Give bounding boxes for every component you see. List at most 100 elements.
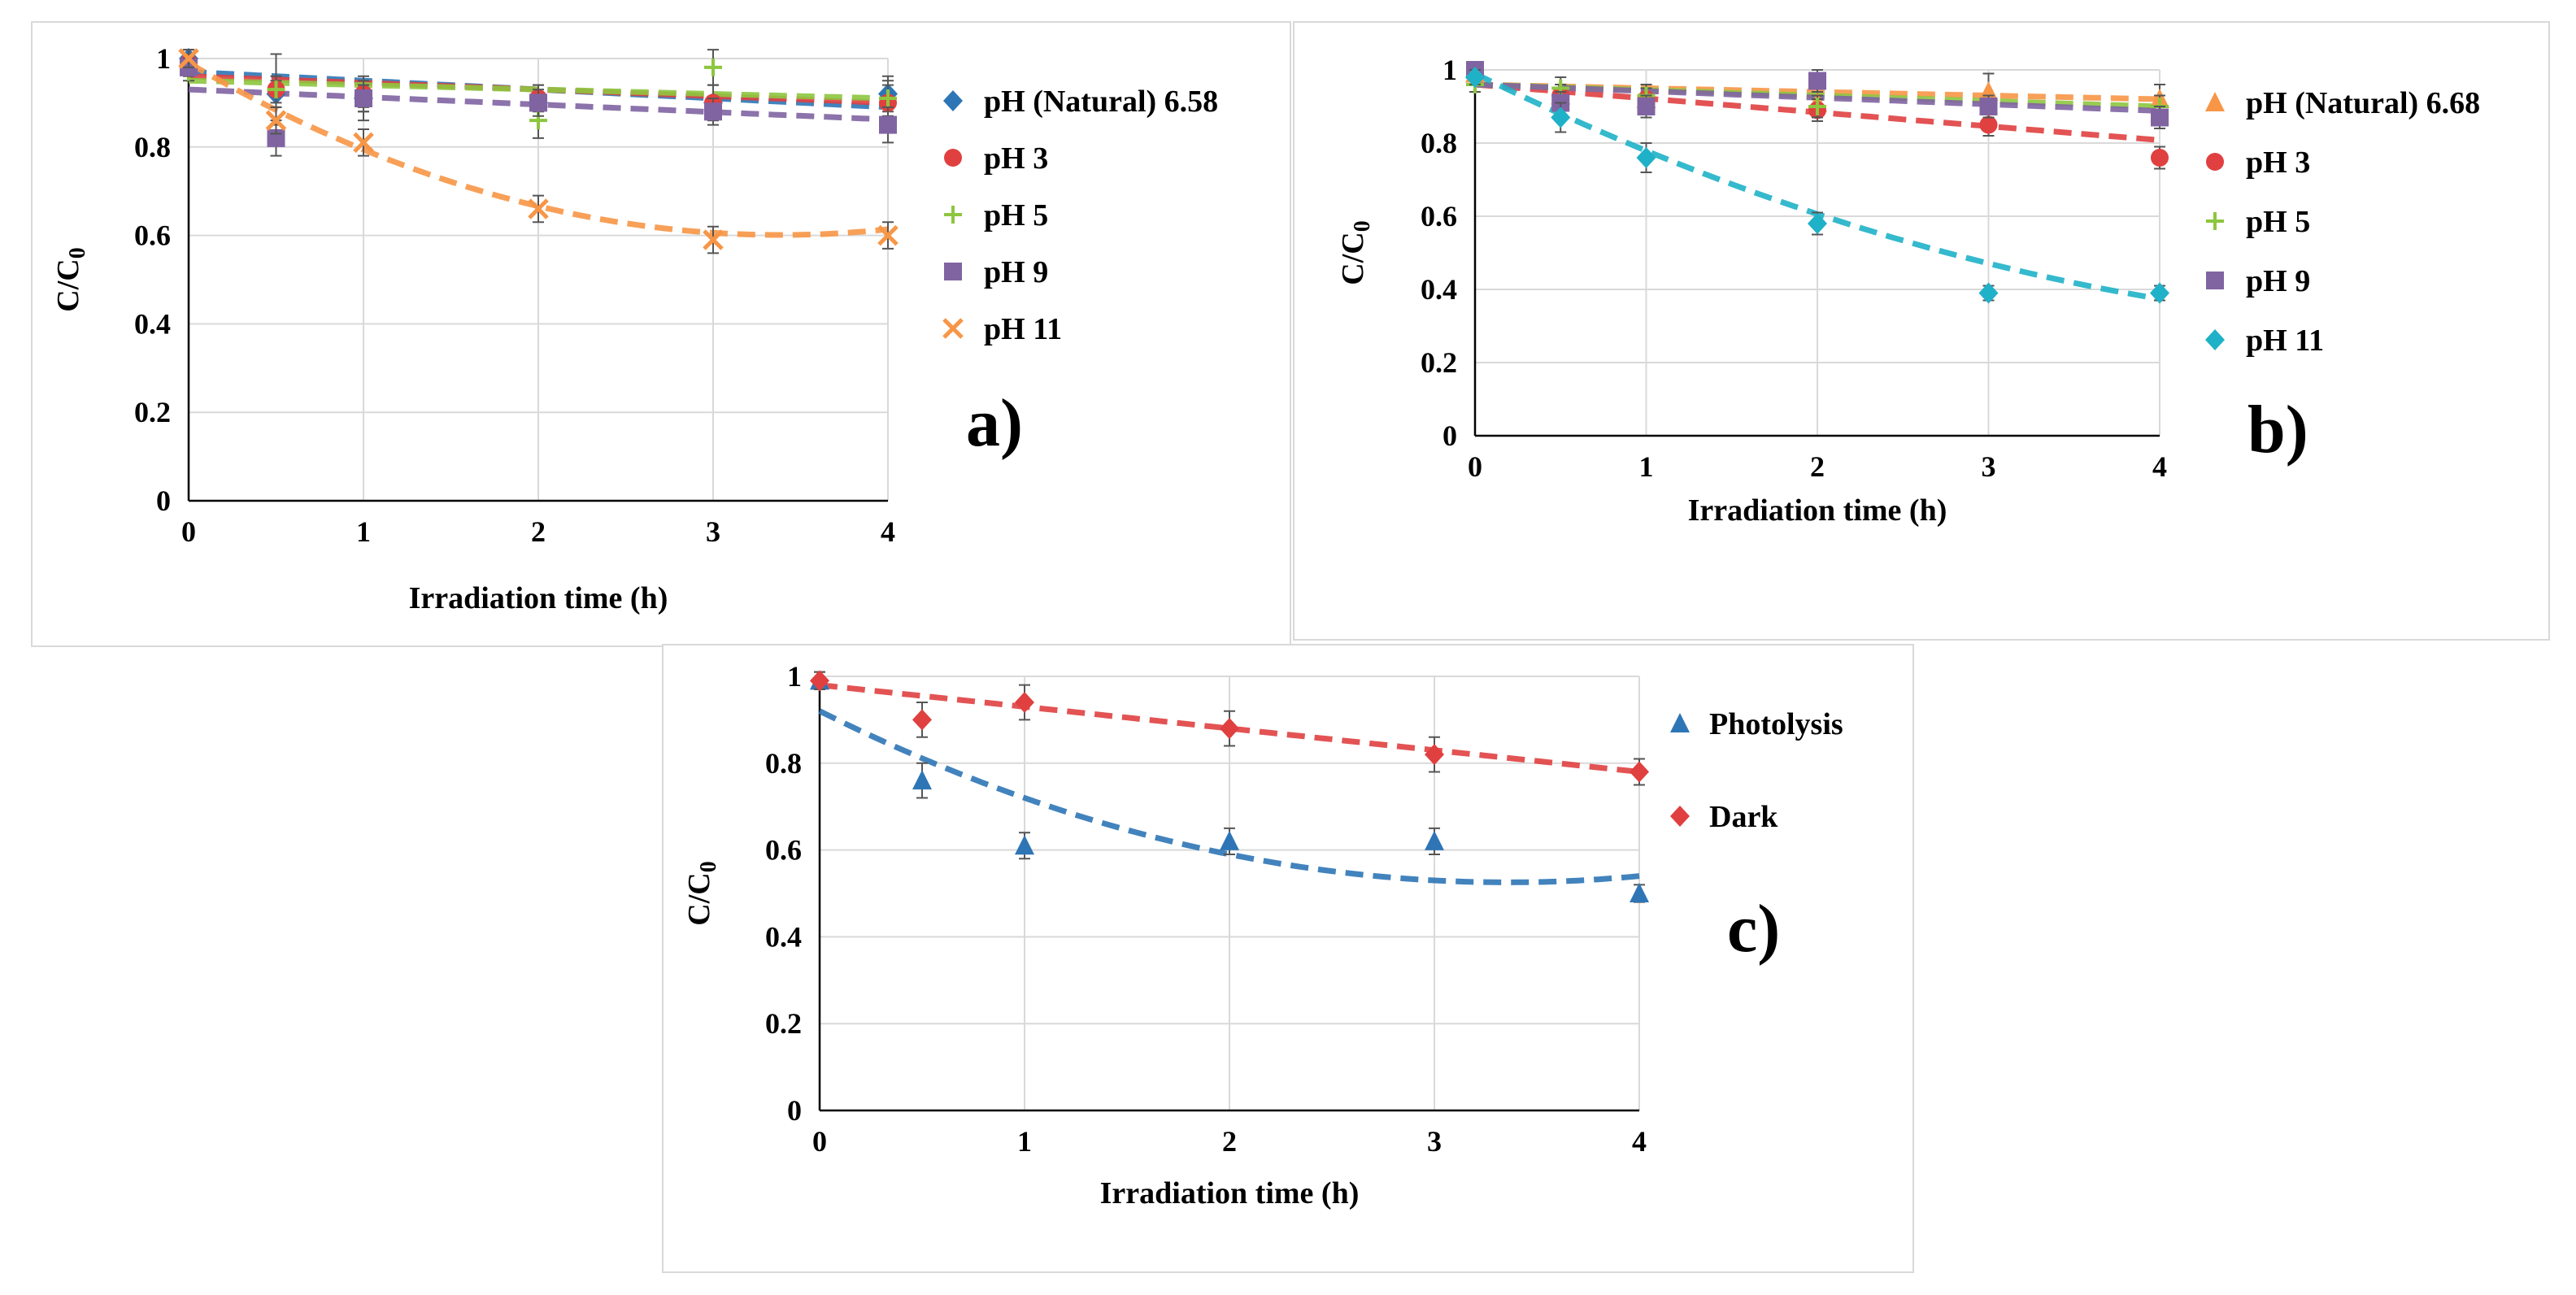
- chart-panel-a: 0 1 2 3 4 0 0.2 0.4 0.6 0.8 1 Irradiation time (h) C…: [31, 21, 1291, 647]
- chart-a-series-3: [180, 58, 897, 157]
- chart-b-canvas: 0 1 2 3 4 0 0.2 0.4 0.6 0.8 1 Irradiation time (h) C…: [1336, 54, 2480, 528]
- chart-c-data-point: [1220, 830, 1239, 850]
- chart-b-y-tick-label: 0: [1442, 419, 1457, 452]
- chart-b-x-tick-label: 0: [1468, 450, 1482, 483]
- chart-panel-c: 0 1 2 3 4 0 0.2 0.4 0.6 0.8 1 Irradiation time (h) C…: [662, 644, 1914, 1273]
- chart-a-x-tick-label: 2: [531, 515, 546, 548]
- chart-b-legend-marker: [2205, 92, 2225, 111]
- chart-a-trendline-2: [188, 77, 889, 102]
- chart-a-y-tick-label: 0.6: [134, 219, 171, 252]
- chart-c-trendline-0: [818, 708, 1640, 885]
- chart-c-y-tick-label: 0: [787, 1094, 802, 1127]
- chart-a-legend-marker: [944, 149, 962, 167]
- chart-a-legend-label: pH (Natural) 6.58: [984, 85, 1218, 119]
- chart-c-data-point: [810, 670, 829, 692]
- chart-b-legend-marker: [2205, 329, 2225, 350]
- chart-b-data-point: [2151, 149, 2169, 167]
- chart-b-x-tick-label: 1: [1639, 450, 1654, 483]
- chart-c-series-1: [810, 670, 1649, 786]
- chart-b-legend-label: pH 3: [2246, 146, 2310, 180]
- chart-a-data-point: [704, 58, 722, 76]
- chart-a-panel-label: a): [966, 385, 1023, 461]
- chart-a-data-point: [879, 89, 897, 107]
- chart-b-legend-label: pH 5: [2246, 205, 2310, 239]
- chart-c-y-axis-title: C/C0: [682, 861, 721, 925]
- chart-a-data-point: [877, 224, 899, 246]
- chart-a-y-tick-label: 1: [156, 42, 171, 75]
- chart-b-data-point: [1637, 98, 1656, 115]
- chart-a-x-axis-title: Irradiation time (h): [409, 581, 668, 615]
- chart-b-panel-label: b): [2247, 392, 2308, 467]
- chart-a-x-tick-label: 1: [356, 515, 371, 548]
- chart-a-data-point: [529, 93, 547, 112]
- chart-a-legend-label: pH 11: [984, 312, 1062, 346]
- chart-b-y-tick-label: 0.2: [1421, 346, 1457, 379]
- chart-a-legend-marker: [944, 206, 962, 224]
- chart-a-legend-label: pH 5: [984, 198, 1048, 232]
- chart-a-legend-marker: [942, 318, 964, 339]
- chart-a-series-4: [178, 48, 899, 254]
- chart-b-legend-label: pH 11: [2246, 324, 2324, 358]
- chart-b-data-point: [1465, 67, 1485, 88]
- chart-c-y-tick-label: 0.6: [765, 834, 802, 867]
- chart-c-legend-marker: [1670, 806, 1690, 827]
- chart-b-y-tick-label: 0.4: [1421, 273, 1457, 306]
- chart-a-data-point: [353, 132, 374, 154]
- chart-a-trendline-1: [188, 73, 889, 106]
- chart-c-data-point: [1015, 692, 1034, 714]
- chart-c-y-tick-label: 0.8: [765, 747, 802, 780]
- chart-b-data-point: [1808, 72, 1826, 90]
- chart-c-data-point: [1425, 744, 1444, 766]
- chart-b-data-point: [2151, 108, 2169, 127]
- chart-c-data-point: [1220, 718, 1239, 740]
- chart-b-x-tick-label: 3: [1982, 450, 1996, 483]
- chart-a-trendline-0: [188, 68, 889, 111]
- chart-c-x-axis-title: Irradiation time (h): [1100, 1176, 1360, 1210]
- chart-c-x-tick-label: 2: [1222, 1125, 1237, 1158]
- chart-c-y-tick-label: 0.2: [765, 1007, 802, 1040]
- chart-b-data-point: [1978, 282, 1999, 304]
- chart-panel-b: 0 1 2 3 4 0 0.2 0.4 0.6 0.8 1 Irradiation time (h) C…: [1293, 21, 2550, 641]
- chart-a-trendline-4: [187, 60, 889, 238]
- chart-a-data-point: [703, 229, 724, 250]
- chart-b-data-point: [1808, 213, 1827, 234]
- chart-a-y-tick-label: 0: [156, 485, 171, 517]
- chart-b-data-point: [1979, 115, 1998, 134]
- chart-a-data-point: [355, 89, 372, 107]
- chart-c-data-point: [1630, 883, 1649, 902]
- chart-c-panel-label: c): [1727, 891, 1780, 967]
- chart-a-data-point: [528, 198, 549, 219]
- chart-c-legend-label: Dark: [1709, 800, 1778, 834]
- chart-b-data-point: [2150, 282, 2169, 304]
- chart-c-data-point: [1630, 761, 1649, 783]
- chart-a-data-point: [704, 102, 722, 121]
- chart-b-x-axis-title: Irradiation time (h): [1688, 493, 1947, 528]
- chart-c-data-point: [912, 709, 932, 731]
- chart-a-legend-label: pH 9: [984, 255, 1048, 289]
- chart-b-legend-label: pH 9: [2246, 264, 2310, 298]
- chart-c-data-point: [912, 770, 932, 790]
- chart-a-x-tick-label: 0: [181, 515, 196, 548]
- chart-a-data-point: [879, 115, 897, 134]
- chart-a-data-point: [265, 110, 287, 131]
- chart-c-y-tick-label: 1: [787, 660, 802, 693]
- chart-a-y-tick-label: 0.8: [134, 131, 171, 163]
- chart-b-y-tick-label: 0.6: [1421, 200, 1457, 232]
- chart-a-data-point: [178, 48, 199, 69]
- chart-b-data-point: [1551, 106, 1571, 128]
- chart-a-series-2: [180, 49, 897, 139]
- chart-b-legend-marker: [2206, 212, 2224, 230]
- chart-a-legend-marker: [944, 263, 962, 280]
- chart-c-data-point: [1015, 835, 1034, 855]
- chart-a-x-tick-label: 4: [881, 515, 895, 548]
- chart-c-legend-marker: [1670, 713, 1690, 732]
- chart-c-x-tick-label: 4: [1632, 1125, 1647, 1158]
- chart-c-x-tick-label: 3: [1427, 1125, 1442, 1158]
- chart-c-data-point: [1425, 830, 1444, 850]
- chart-a-legend-label: pH 3: [984, 141, 1048, 176]
- chart-c-legend-label: Photolysis: [1709, 707, 1843, 741]
- chart-b-series-4: [1465, 67, 2169, 304]
- chart-c-x-tick-label: 1: [1017, 1125, 1032, 1158]
- chart-b-x-tick-label: 2: [1810, 450, 1825, 483]
- chart-b-data-point: [1979, 98, 1998, 115]
